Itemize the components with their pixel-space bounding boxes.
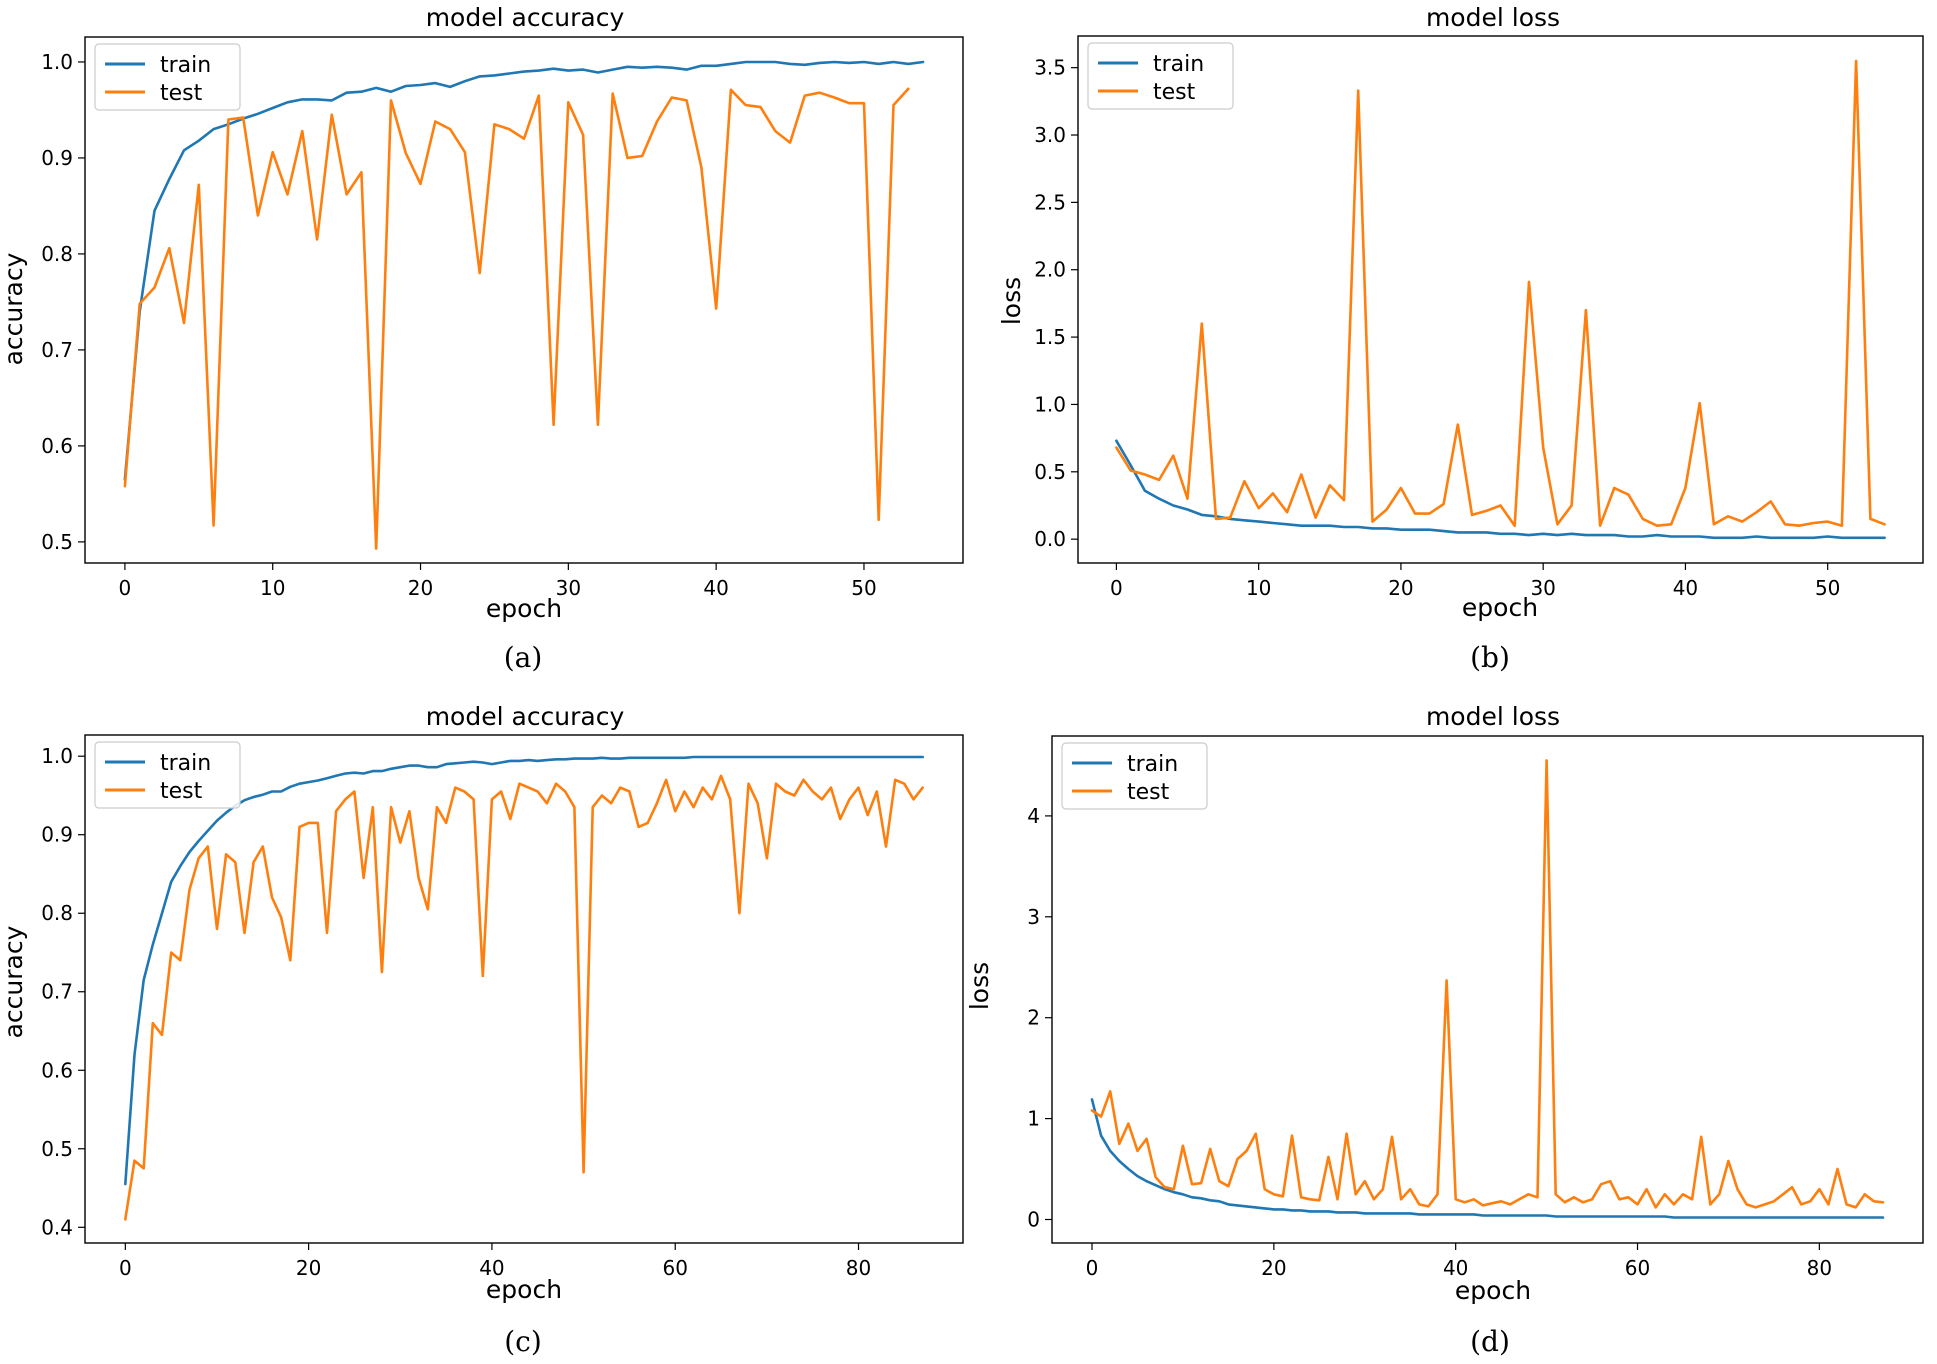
legend: train test <box>94 43 241 111</box>
x-tick-label: 0 <box>119 576 132 600</box>
series-line-train <box>1115 439 1886 540</box>
x-tick-label: 80 <box>846 1256 871 1280</box>
y-tick-label: 0.8 <box>41 901 73 925</box>
y-tick-label: 0.9 <box>41 146 73 170</box>
y-tick-label: 1.0 <box>41 50 73 74</box>
y-tick-label: 0.5 <box>41 530 73 554</box>
series-line-test <box>123 87 910 550</box>
legend-label-train: train <box>160 751 211 776</box>
y-tick-label: 0.9 <box>41 823 73 847</box>
x-tick-label: 80 <box>1807 1256 1832 1280</box>
panel-d: model loss 0 20 40 60 80 0 1 2 3 4 train test epoch… <box>965 702 1924 1358</box>
y-tick-label: 1.0 <box>41 744 73 768</box>
y-axis-label: accuracy <box>0 252 28 365</box>
x-tick-label: 20 <box>1388 576 1413 600</box>
legend-label-test: test <box>1153 80 1196 105</box>
x-tick-label: 0 <box>1086 1256 1099 1280</box>
legend-label-test: test <box>1127 780 1170 805</box>
y-tick-label: 2.0 <box>1034 258 1066 282</box>
panel-b: model loss 0 10 20 30 40 50 0.0 0.5 1.0 1.5 2.0 2.5… <box>997 3 1924 674</box>
series-line-test <box>124 774 925 1221</box>
y-tick-label: 3 <box>1027 905 1040 929</box>
series-line-train <box>1090 1098 1885 1219</box>
legend-label-train: train <box>1127 752 1178 777</box>
x-tick-label: 30 <box>1530 576 1555 600</box>
x-tick-label: 60 <box>662 1256 687 1280</box>
legend: train test <box>94 741 241 809</box>
x-tick-label: 0 <box>119 1256 132 1280</box>
x-tick-label: 20 <box>296 1256 321 1280</box>
x-tick-label: 40 <box>1443 1256 1468 1280</box>
panel-caption: (c) <box>504 1325 542 1358</box>
y-tick-label: 0.8 <box>41 242 73 266</box>
plot-frame <box>84 734 964 1244</box>
panel-caption: (d) <box>1470 1325 1510 1358</box>
y-tick-label: 3.0 <box>1034 123 1066 147</box>
legend: train test <box>1061 742 1208 810</box>
x-tick-label: 20 <box>408 576 433 600</box>
chart-title: model loss <box>1426 702 1560 731</box>
legend-label-test: test <box>160 81 203 106</box>
x-tick-label: 10 <box>1246 576 1271 600</box>
y-tick-label: 0.7 <box>41 338 73 362</box>
plot-frame <box>84 36 964 564</box>
panel-c: model accuracy 0 20 40 60 80 0.4 0.5 0.6 0.7 0.8 0… <box>0 702 964 1358</box>
chart-title: model loss <box>1426 3 1560 32</box>
y-tick-label: 2.5 <box>1034 190 1066 214</box>
y-tick-label: 4 <box>1027 804 1040 828</box>
y-tick-label: 1 <box>1027 1107 1040 1131</box>
series-line-train <box>124 755 925 1186</box>
chart-title: model accuracy <box>426 702 625 731</box>
panel-caption: (b) <box>1470 641 1510 674</box>
y-tick-label: 2 <box>1027 1006 1040 1030</box>
y-tick-label: 0.4 <box>41 1215 73 1239</box>
x-tick-label: 60 <box>1625 1256 1650 1280</box>
series-line-test <box>1090 759 1885 1209</box>
x-tick-label: 20 <box>1261 1256 1286 1280</box>
panel-caption: (a) <box>504 641 543 674</box>
x-tick-label: 0 <box>1110 576 1123 600</box>
x-axis-label: epoch <box>486 1275 562 1304</box>
legend: train test <box>1087 42 1234 110</box>
y-tick-label: 0.0 <box>1034 527 1066 551</box>
x-tick-label: 10 <box>260 576 285 600</box>
x-axis-label: epoch <box>1462 593 1538 622</box>
plot-frame <box>1051 735 1924 1244</box>
panel-a: model accuracy 0 10 20 30 40 50 0.5 0.6 0.7 0.8 0.… <box>0 3 964 674</box>
x-tick-label: 30 <box>556 576 581 600</box>
series-line-train <box>123 60 925 481</box>
y-tick-label: 0 <box>1027 1207 1040 1231</box>
legend-label-train: train <box>160 53 211 78</box>
x-axis-label: epoch <box>486 594 562 623</box>
y-tick-label: 0.7 <box>41 980 73 1004</box>
y-tick-label: 1.0 <box>1034 392 1066 416</box>
y-axis-label: loss <box>997 277 1026 325</box>
legend-label-train: train <box>1153 52 1204 77</box>
x-tick-label: 40 <box>1673 576 1698 600</box>
y-tick-label: 1.5 <box>1034 325 1066 349</box>
x-tick-label: 40 <box>479 1256 504 1280</box>
series-line-test <box>1115 59 1886 528</box>
x-axis-label: epoch <box>1455 1276 1531 1305</box>
y-tick-label: 0.6 <box>41 434 73 458</box>
x-tick-label: 50 <box>851 576 876 600</box>
y-tick-label: 0.6 <box>41 1058 73 1082</box>
y-axis-label: loss <box>965 962 994 1010</box>
plot-frame <box>1077 35 1924 564</box>
y-tick-label: 0.5 <box>1034 460 1066 484</box>
y-axis-label: accuracy <box>0 925 28 1038</box>
legend-label-test: test <box>160 779 203 804</box>
chart-title: model accuracy <box>426 3 625 32</box>
x-tick-label: 50 <box>1815 576 1840 600</box>
y-tick-label: 0.5 <box>41 1137 73 1161</box>
x-tick-label: 40 <box>703 576 728 600</box>
y-tick-label: 3.5 <box>1034 56 1066 80</box>
